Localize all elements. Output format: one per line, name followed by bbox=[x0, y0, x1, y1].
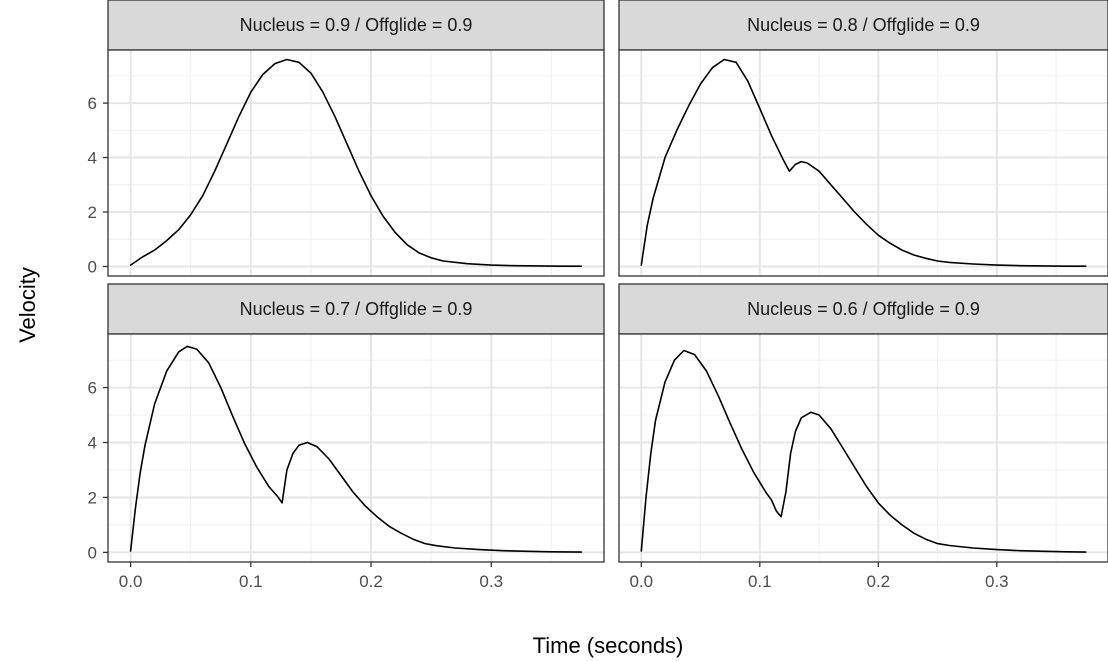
x-tick-label: 0.0 bbox=[629, 572, 653, 591]
panel-background bbox=[108, 334, 604, 562]
facet-strip-label: Nucleus = 0.8 / Offglide = 0.9 bbox=[747, 15, 980, 35]
panel-border bbox=[618, 49, 1108, 277]
facet-panel: Nucleus = 0.6 / Offglide = 0.9 0.0 0.1 0.2 0… bbox=[618, 283, 1108, 591]
x-axis-title: Time (seconds) bbox=[533, 633, 684, 658]
panel-border bbox=[618, 333, 1108, 563]
velocity-series-line bbox=[129, 58, 583, 268]
facet-strip bbox=[107, 0, 605, 51]
x-tick-label: 0.1 bbox=[239, 572, 263, 591]
facet-strip bbox=[618, 283, 1108, 335]
y-tick-label: 2 bbox=[88, 203, 97, 222]
y-tick-label: 0 bbox=[88, 543, 97, 562]
panels-layer: Nucleus = 0.9 / Offglide = 0.90246Nucleu… bbox=[88, 0, 1108, 591]
y-tick-label: 0 bbox=[88, 257, 97, 276]
facet-panel: Nucleus = 0.9 / Offglide = 0.9 0 2 4 6 bbox=[88, 0, 605, 277]
panel-background bbox=[619, 334, 1108, 562]
x-tick-label: 0.2 bbox=[359, 572, 383, 591]
panel-background bbox=[619, 50, 1108, 276]
facet-strip-label: Nucleus = 0.6 / Offglide = 0.9 bbox=[747, 299, 980, 319]
y-axis-title: Velocity bbox=[15, 267, 40, 343]
y-tick-label: 4 bbox=[88, 434, 97, 453]
facet-strip bbox=[618, 0, 1108, 51]
facet-strip-label: Nucleus = 0.9 / Offglide = 0.9 bbox=[240, 15, 473, 35]
velocity-series-line bbox=[640, 349, 1087, 553]
panel-border bbox=[107, 49, 605, 277]
x-tick-label: 0.0 bbox=[119, 572, 143, 591]
panel-border bbox=[107, 333, 605, 563]
velocity-series-line bbox=[129, 345, 583, 553]
x-tick-label: 0.2 bbox=[866, 572, 890, 591]
facet-strip bbox=[107, 283, 605, 335]
y-tick-label: 6 bbox=[88, 94, 97, 113]
facet-panel: Nucleus = 0.8 / Offglide = 0.9 bbox=[618, 0, 1108, 277]
y-tick-label: 4 bbox=[88, 149, 97, 168]
x-tick-label: 0.3 bbox=[985, 572, 1009, 591]
facet-strip-label: Nucleus = 0.7 / Offglide = 0.9 bbox=[240, 299, 473, 319]
y-tick-label: 2 bbox=[88, 488, 97, 507]
y-tick-label: 6 bbox=[88, 379, 97, 398]
x-tick-label: 0.3 bbox=[479, 572, 503, 591]
x-tick-label: 0.1 bbox=[748, 572, 772, 591]
facet-panel: Nucleus = 0.7 / Offglide = 0.9 0 2 4 6 0.0 0.1… bbox=[88, 283, 605, 591]
velocity-series-line bbox=[640, 58, 1087, 268]
